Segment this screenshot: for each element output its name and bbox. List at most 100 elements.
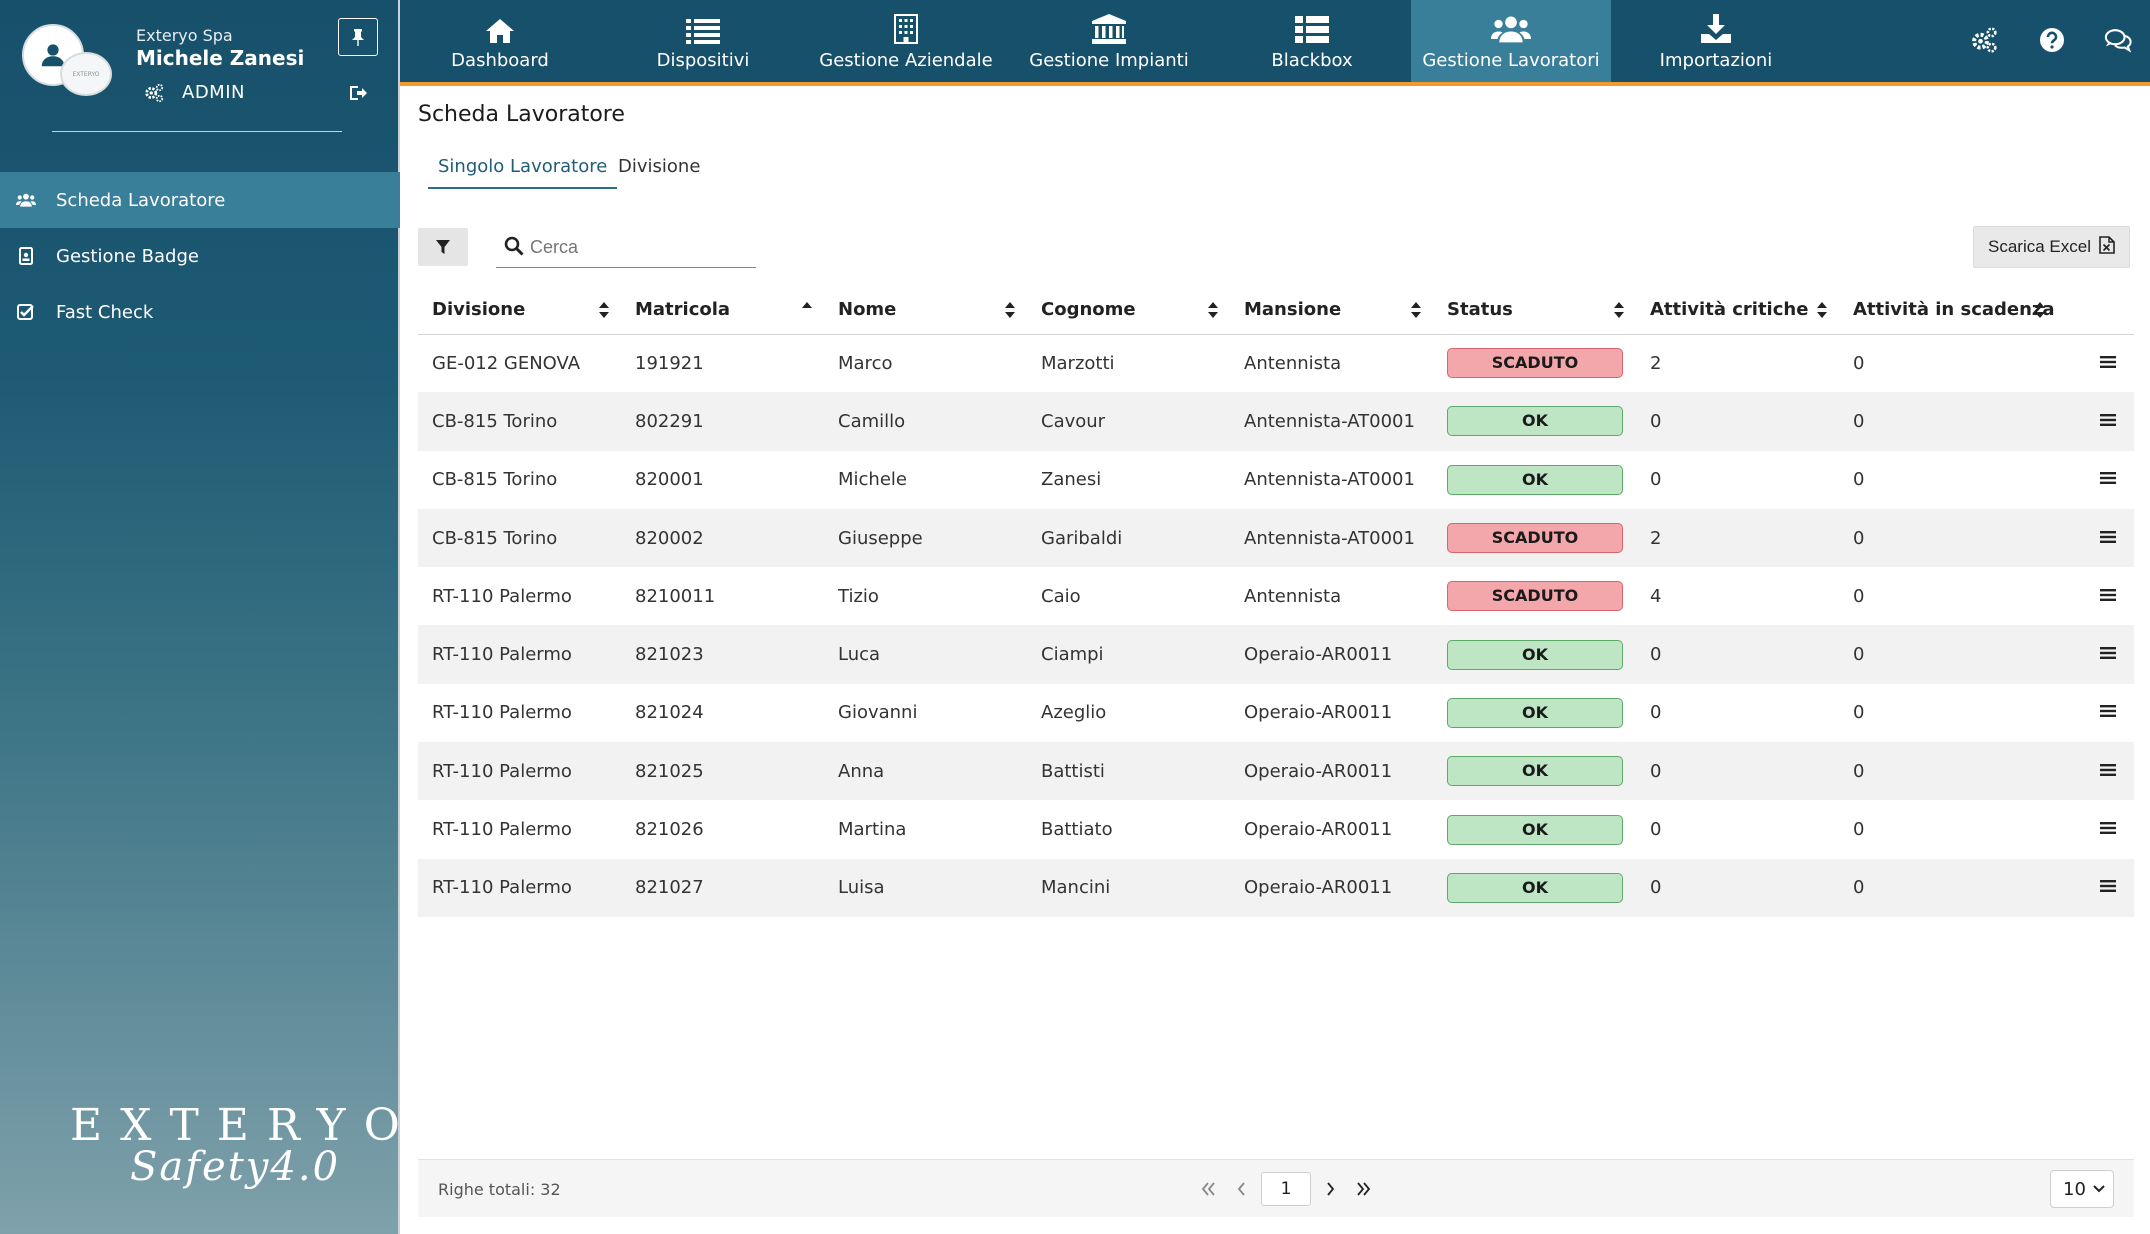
table-row[interactable]: RT-110 Palermo 821025 Anna Battisti Operaio-… [418, 742, 2134, 801]
row-menu-icon[interactable] [2100, 879, 2116, 893]
sidebar-item-label: Fast Check [56, 301, 154, 323]
cell-cognome: Battiato [1041, 819, 1113, 841]
cell-divisione: RT-110 Palermo [418, 742, 621, 801]
row-menu-icon[interactable] [2100, 355, 2116, 369]
filter-button[interactable] [418, 228, 468, 266]
cell-matricola: 8210011 [635, 585, 716, 607]
table-row[interactable]: GE-012 GENOVA 191921 Marco Marzotti Antennis… [418, 334, 2134, 392]
row-menu-icon[interactable] [2100, 821, 2116, 835]
cell-divisione: CB-815 Torino [418, 508, 621, 568]
cell-cognome: Zanesi [1041, 469, 1102, 491]
cell-status: OK [1433, 392, 1636, 451]
column-title: Mansione [1244, 299, 1342, 321]
profile-divider [52, 131, 342, 132]
cell-divisione: RT-110 Palermo [432, 819, 572, 841]
tab-label: Dashboard [451, 49, 549, 71]
cell-nome: Martina [838, 819, 907, 841]
sidebar-item-scheda-lavoratore[interactable]: Scheda Lavoratore [0, 172, 400, 228]
page-size-select[interactable]: 10 [2050, 1170, 2114, 1208]
table-row[interactable]: RT-110 Palermo 821027 Luisa Mancini Operaio-… [418, 858, 2134, 917]
row-menu-icon[interactable] [2100, 763, 2116, 777]
settings-icon[interactable] [1970, 26, 1998, 54]
row-actions [2084, 392, 2134, 451]
download-icon [1700, 12, 1732, 44]
download-excel-button[interactable]: Scarica Excel [1973, 226, 2130, 268]
cell-attivita-critiche: 2 [1650, 352, 1662, 374]
search-input[interactable] [530, 237, 750, 258]
cell-matricola: 802291 [621, 392, 824, 451]
row-menu-icon[interactable] [2100, 646, 2116, 660]
row-menu-icon[interactable] [2100, 704, 2116, 718]
column-header-matricola[interactable]: Matricola [621, 286, 824, 335]
table-row[interactable]: RT-110 Palermo 821026 Martina Battiato Opera… [418, 800, 2134, 858]
first-page-icon[interactable] [1193, 1172, 1225, 1206]
sort-icon [1208, 302, 1218, 323]
table-row[interactable]: CB-815 Torino 802291 Camillo Cavour Antennis… [418, 392, 2134, 451]
column-header-attivita-critiche[interactable]: Attività critiche [1636, 286, 1839, 335]
next-page-icon[interactable] [1315, 1172, 1347, 1206]
cell-status: OK [1433, 625, 1636, 684]
tab-gestione-lavoratori[interactable]: Gestione Lavoratori [1411, 0, 1611, 82]
row-menu-icon[interactable] [2100, 471, 2116, 485]
search-field[interactable] [496, 228, 756, 268]
column-header-mansione[interactable]: Mansione [1230, 286, 1433, 335]
logout-icon[interactable] [348, 83, 368, 103]
cell-attivita-critiche: 0 [1636, 392, 1839, 451]
brand-logo: EXTERYO Safety4.0 [60, 1100, 400, 1220]
cell-divisione: CB-815 Torino [418, 392, 621, 451]
sidebar-item-label: Gestione Badge [56, 245, 199, 267]
list-icon [686, 12, 720, 44]
tab-singolo-lavoratore[interactable]: Singolo Lavoratore [428, 156, 618, 189]
sort-icon [2035, 302, 2045, 323]
pin-icon [352, 29, 364, 46]
cell-mansione: Operaio-AR0011 [1244, 819, 1393, 841]
table-row[interactable]: RT-110 Palermo 821024 Giovanni Azeglio Opera… [418, 684, 2134, 742]
cell-mansione: Operaio-AR0011 [1230, 858, 1433, 917]
table-row[interactable]: RT-110 Palermo 821023 Luca Ciampi Operaio-AR… [418, 625, 2134, 684]
sidebar-item-gestione-badge[interactable]: Gestione Badge [0, 228, 400, 284]
tab-gestione-impianti[interactable]: Gestione Impianti [1009, 0, 1209, 82]
row-menu-icon[interactable] [2100, 413, 2116, 427]
status-badge: SCADUTO [1447, 348, 1623, 379]
table-row[interactable]: RT-110 Palermo 8210011 Tizio Caio Antennista… [418, 567, 2134, 625]
sidebar-item-fast-check[interactable]: Fast Check [0, 284, 400, 340]
column-header-divisione[interactable]: Divisione [418, 286, 621, 335]
cell-mansione: Antennista-AT0001 [1230, 392, 1433, 451]
tab-dashboard[interactable]: Dashboard [400, 0, 600, 82]
row-actions [2084, 625, 2134, 684]
row-menu-icon[interactable] [2100, 588, 2116, 602]
filter-icon [436, 240, 450, 254]
column-header-cognome[interactable]: Cognome [1027, 286, 1230, 335]
cell-attivita-critiche: 0 [1636, 858, 1839, 917]
pin-sidebar-button[interactable] [338, 18, 378, 56]
page-number-input[interactable]: 1 [1261, 1172, 1311, 1206]
table-row[interactable]: CB-815 Torino 820002 Giuseppe Garibaldi Ante… [418, 508, 2134, 568]
prev-page-icon[interactable] [1225, 1172, 1257, 1206]
download-excel-label: Scarica Excel [1988, 237, 2091, 256]
tab-gestione-aziendale[interactable]: Gestione Aziendale [806, 0, 1006, 82]
tab-blackbox[interactable]: Blackbox [1212, 0, 1412, 82]
tab-divisione[interactable]: Divisione [618, 156, 701, 177]
cell-attivita-critiche: 0 [1636, 625, 1839, 684]
status-badge: OK [1447, 464, 1623, 495]
cell-attivita-scadenza: 0 [1853, 585, 1865, 607]
last-page-icon[interactable] [1347, 1172, 1379, 1206]
column-header-nome[interactable]: Nome [824, 286, 1027, 335]
users-icon [16, 190, 36, 210]
sort-icon [1411, 302, 1421, 323]
status-badge: OK [1447, 697, 1623, 728]
column-header-status[interactable]: Status [1433, 286, 1636, 335]
tab-label: Importazioni [1659, 49, 1773, 71]
chat-icon[interactable] [2104, 26, 2132, 54]
company-logo-text: EXTERYO [72, 70, 100, 78]
column-header-attivita-in-scadenza[interactable]: Attività in scadenza [1839, 286, 2084, 335]
tab-importazioni[interactable]: Importazioni [1616, 0, 1816, 82]
table-row[interactable]: CB-815 Torino 820001 Michele Zanesi Antennis… [418, 451, 2134, 509]
tab-label: Gestione Lavoratori [1422, 49, 1600, 71]
cell-attivita-scadenza: 0 [1853, 702, 1865, 724]
row-menu-icon[interactable] [2100, 530, 2116, 544]
cell-divisione: GE-012 GENOVA [432, 352, 581, 374]
help-icon[interactable] [2038, 26, 2066, 54]
cell-matricola: 821023 [621, 625, 824, 684]
tab-dispositivi[interactable]: Dispositivi [603, 0, 803, 82]
